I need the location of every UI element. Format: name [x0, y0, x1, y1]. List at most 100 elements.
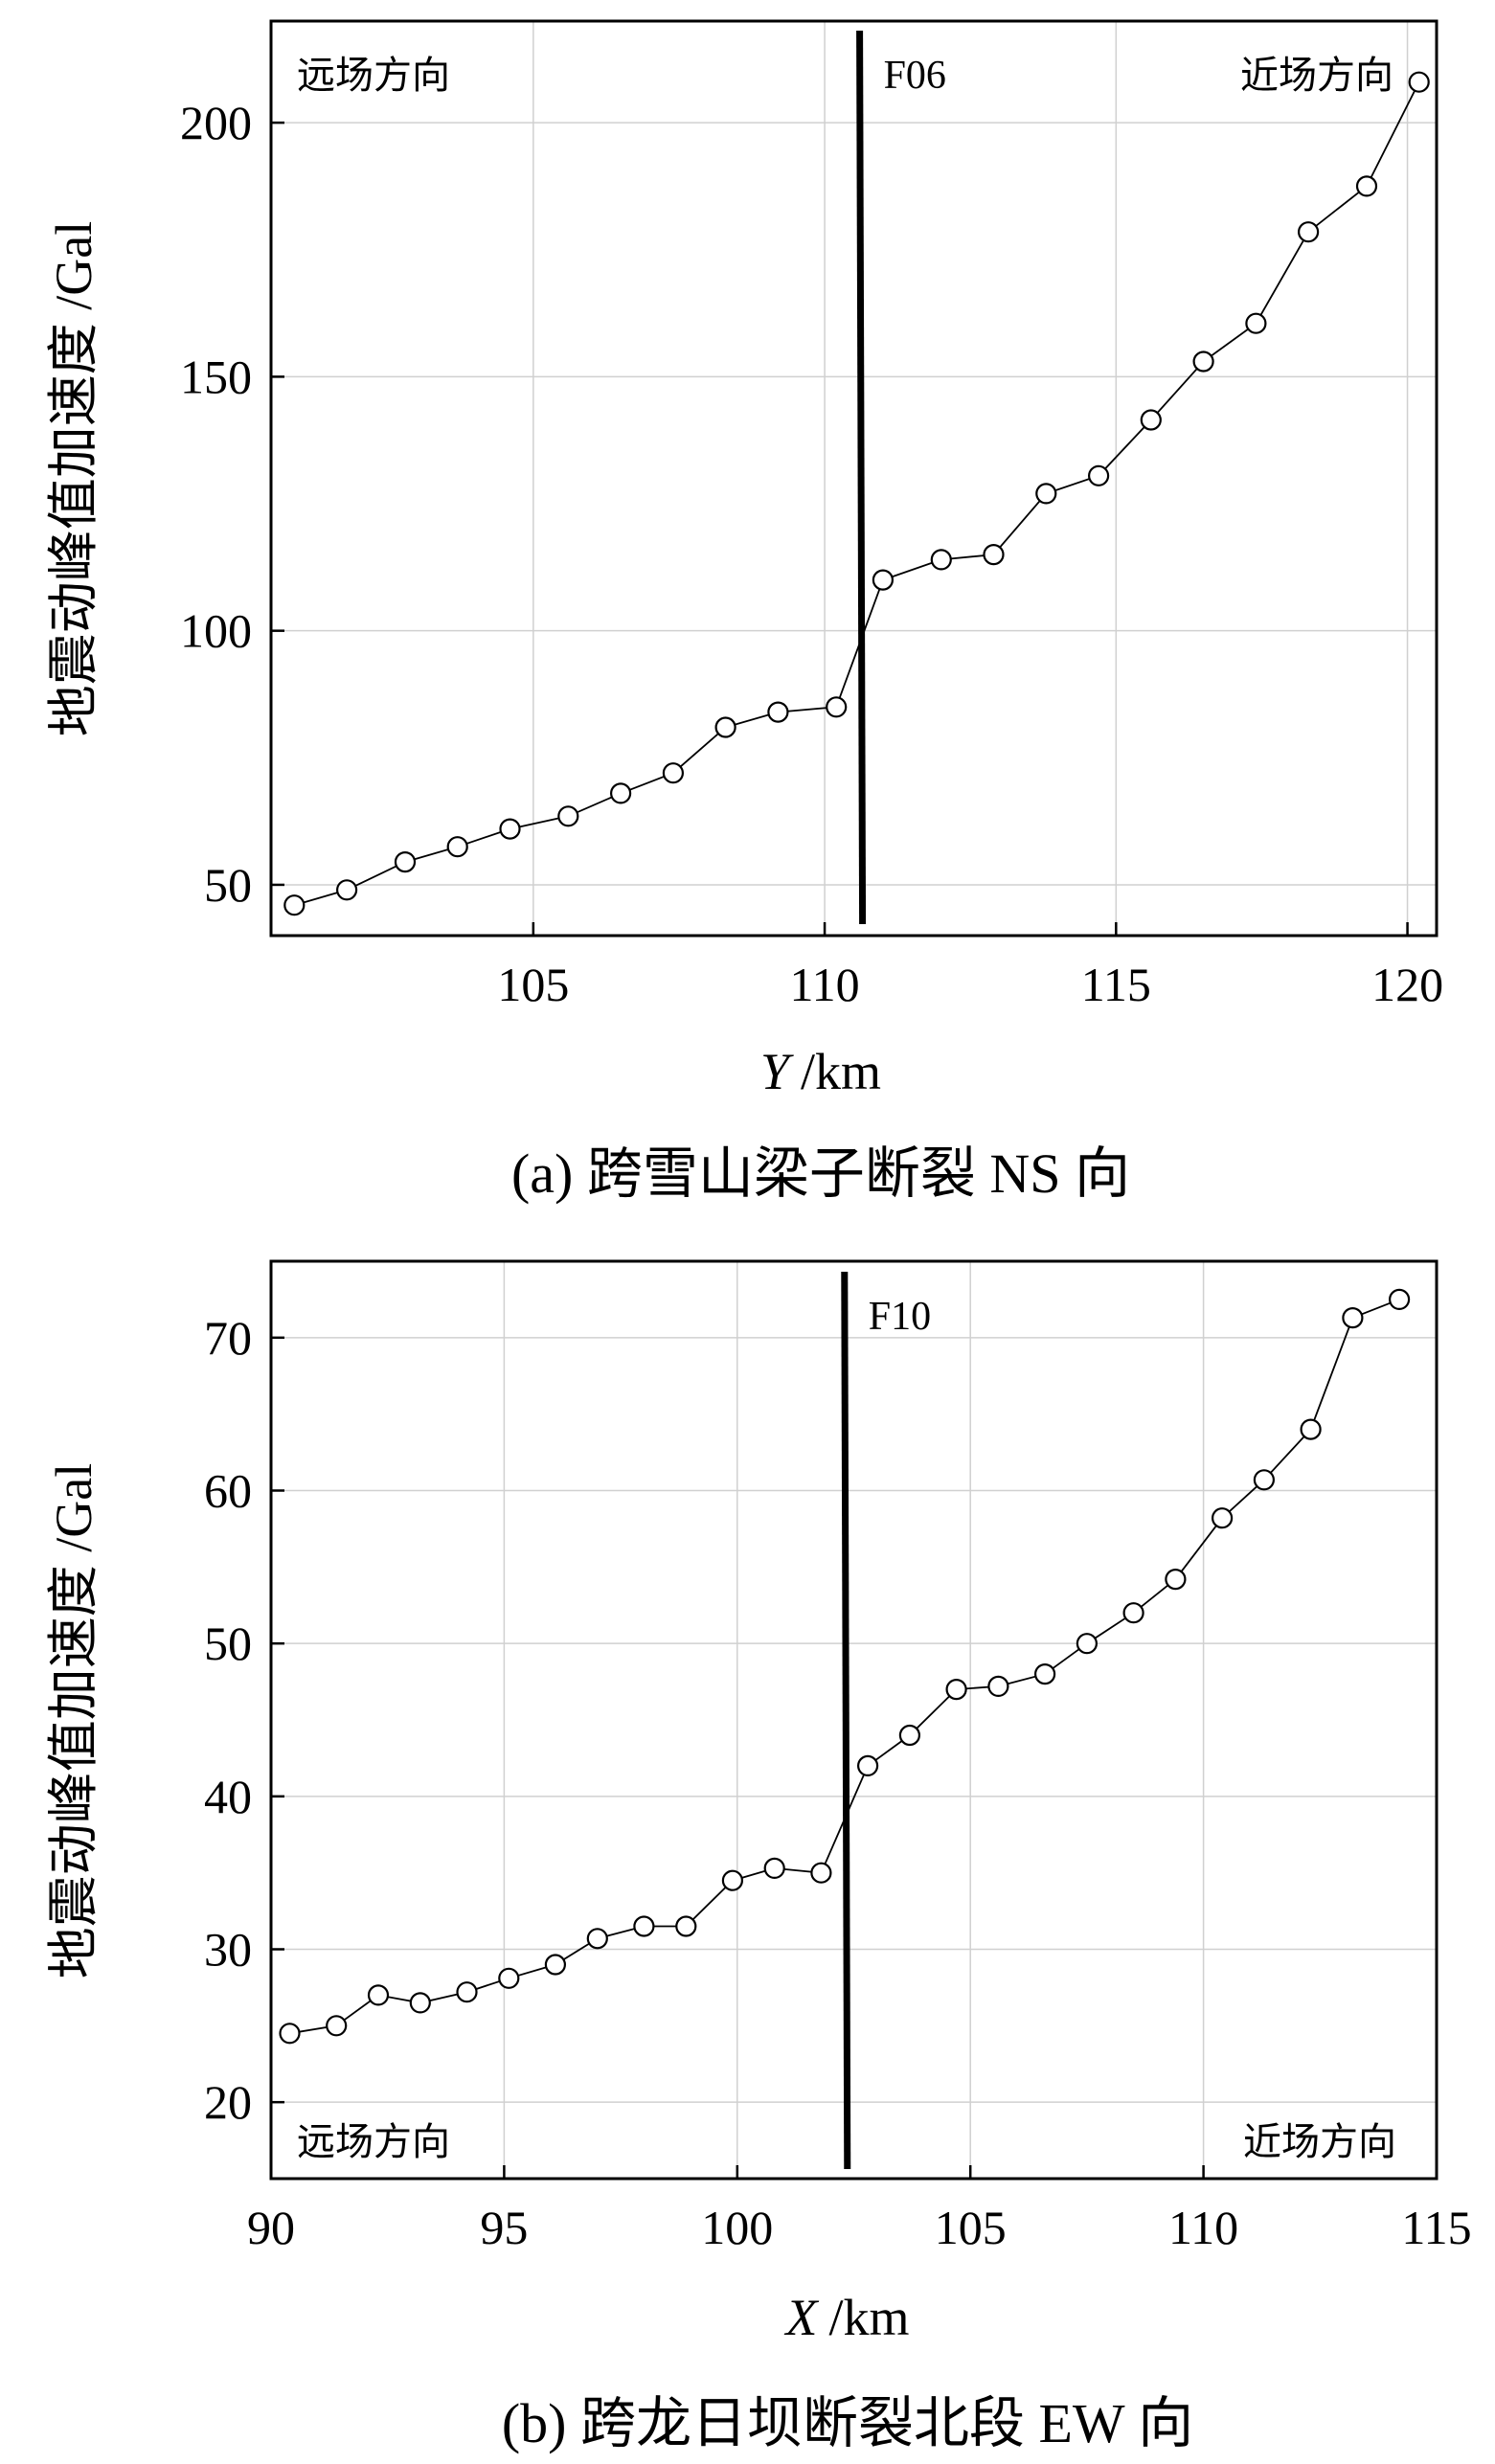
panel-a-data-point — [1035, 483, 1057, 505]
panel-a-x-axis-variable: Y — [760, 1043, 794, 1100]
panel-b-y-tick-label: 20 — [204, 2075, 252, 2129]
panel-b-caption: (b) 跨龙日坝断裂北段 EW 向 — [502, 2392, 1193, 2454]
panel-a-left-annotation: 远场方向 — [297, 54, 450, 98]
panel-b-data-point — [367, 1984, 390, 2006]
panel-a-y-tick-label: 100 — [180, 604, 252, 658]
panel-b-x-tick-label: 110 — [1168, 2201, 1238, 2254]
panel-b-x-axis-variable: X — [783, 2289, 819, 2346]
panel-a-x-tick-label: 110 — [789, 958, 859, 1011]
panel-a-y-ticks: 50 100 150 200 — [180, 96, 284, 912]
panel-b-x-tick-label: 90 — [247, 2201, 295, 2254]
panel-b-grid — [270, 1261, 1438, 2179]
panel-b-y-ticks: 20 30 40 50 60 70 — [204, 1311, 284, 2129]
panel-b-fault: F10 — [841, 1271, 931, 2170]
panel-a-data-point — [1355, 175, 1378, 197]
panel-b-data-point — [898, 1724, 921, 1747]
panel-b-series — [279, 1288, 1411, 2045]
panel-b-chart: F10 90 95 100 105 110 115 20 30 40 50 60 70 远场方向 近… — [45, 1259, 1472, 2454]
panel-b-data-point — [856, 1754, 879, 1777]
panel-a-data-point — [336, 879, 358, 901]
panel-a-data-point — [872, 569, 895, 591]
panel-b-y-tick-label: 50 — [204, 1616, 252, 1670]
panel-b-x-axis-unit: /km — [828, 2289, 909, 2346]
panel-b-x-tick-label: 105 — [935, 2201, 1007, 2254]
panel-a-data-point — [557, 805, 579, 827]
panel-a-data-point — [983, 543, 1005, 566]
panel-a-data-point — [446, 836, 468, 858]
panel-b-data-point — [326, 2015, 348, 2037]
panel-a-x-tick-label: 115 — [1081, 958, 1151, 1011]
panel-b-data-point — [498, 1967, 520, 1989]
panel-b-x-tick-label: 95 — [480, 2201, 528, 2254]
panel-b-y-tick-label: 30 — [204, 1923, 252, 1977]
panel-b-left-annotation: 远场方向 — [297, 2120, 450, 2164]
panel-a-data-point — [826, 696, 848, 718]
panel-a-y-axis-label: 地震动峰值加速度 /Gal — [45, 221, 102, 736]
panel-a-data-point — [662, 762, 685, 784]
panel-b-data-point — [1388, 1288, 1411, 1311]
panel-a-grid — [271, 21, 1437, 936]
panel-b-data-point — [721, 1869, 744, 1891]
panel-b-data-point — [544, 1954, 567, 1976]
panel-b-data-point — [1342, 1306, 1364, 1329]
panel-a-y-tick-label: 200 — [180, 96, 252, 149]
panel-a-fault-label: F06 — [884, 54, 946, 98]
panel-a-x-tick-label: 120 — [1371, 958, 1443, 1011]
panel-a-x-axis-unit: /km — [801, 1043, 881, 1100]
panel-b-fault-label: F10 — [869, 1295, 931, 1339]
panel-a-data-point — [1087, 464, 1110, 486]
panel-a-caption: (a) 跨雪山梁子断裂 NS 向 — [511, 1142, 1130, 1205]
panel-a-x-ticks: 105 110 115 120 — [497, 922, 1443, 1011]
panel-b-data-point — [1122, 1602, 1144, 1624]
panel-a-y-tick-label: 150 — [180, 350, 252, 403]
panel-b-y-tick-label: 40 — [204, 1770, 252, 1823]
panel-a-data-point — [1297, 221, 1320, 243]
panel-b-y-tick-label: 60 — [204, 1464, 252, 1518]
panel-b-data-point — [945, 1678, 967, 1701]
panel-b-x-axis-label: X/km — [783, 2289, 909, 2346]
panel-a-data-point — [1245, 312, 1267, 334]
panel-b-data-point — [675, 1915, 697, 1937]
panel-b-fault-line — [841, 1271, 851, 2170]
panel-a-data-point — [1140, 409, 1162, 431]
panel-a-data-point — [499, 818, 521, 840]
panel-a-data-point — [609, 782, 632, 804]
panel-a-series — [283, 71, 1430, 916]
panel-b-data-point — [1300, 1418, 1322, 1440]
panel-b-data-point — [1253, 1469, 1276, 1491]
panel-b-data-point — [1211, 1507, 1234, 1529]
panel-a-data-point — [283, 894, 306, 916]
panel-a-x-axis-label: Y/km — [760, 1043, 881, 1100]
panel-a-data-point — [1408, 71, 1430, 93]
panel-b-data-point — [633, 1915, 655, 1937]
panel-b-data-point — [810, 1862, 832, 1884]
panel-b-data-point — [1033, 1662, 1056, 1685]
panel-a-data-point — [1192, 350, 1214, 373]
panel-a-fault: F06 — [856, 30, 946, 925]
panel-b-data-point — [1165, 1568, 1187, 1591]
panel-b-data-point — [763, 1857, 785, 1880]
panel-a-data-point — [767, 701, 789, 723]
panel-b-right-annotation: 近场方向 — [1243, 2120, 1396, 2164]
panel-b-data-point — [409, 1992, 431, 2014]
panel-b-x-ticks: 90 95 100 105 110 115 — [247, 2165, 1472, 2254]
panel-a-chart: F06 105 110 115 120 50 100 150 200 远场方向 近场方向 地… — [45, 19, 1443, 1205]
panel-a-data-point — [394, 850, 417, 873]
panel-b-data-point — [586, 1928, 608, 1950]
panel-a-fault-line — [856, 30, 867, 925]
panel-b-y-axis-label: 地震动峰值加速度 /Gal — [45, 1463, 102, 1978]
panel-b-x-tick-label: 100 — [701, 2201, 773, 2254]
panel-b-y-tick-label: 70 — [204, 1311, 252, 1365]
panel-b-plot-frame — [269, 1259, 1438, 2181]
panel-a-series-line — [294, 81, 1420, 907]
panel-a-y-tick-label: 50 — [204, 858, 252, 912]
panel-a-plot-frame — [269, 19, 1438, 938]
panel-b-x-tick-label: 115 — [1401, 2201, 1471, 2254]
panel-a-x-tick-label: 105 — [497, 958, 569, 1011]
panel-b-data-point — [279, 2023, 301, 2045]
panel-b-data-point — [456, 1981, 478, 2003]
panel-a-right-annotation: 近场方向 — [1240, 54, 1393, 98]
panel-b-data-point — [1076, 1633, 1099, 1655]
panel-b-data-point — [987, 1675, 1009, 1698]
